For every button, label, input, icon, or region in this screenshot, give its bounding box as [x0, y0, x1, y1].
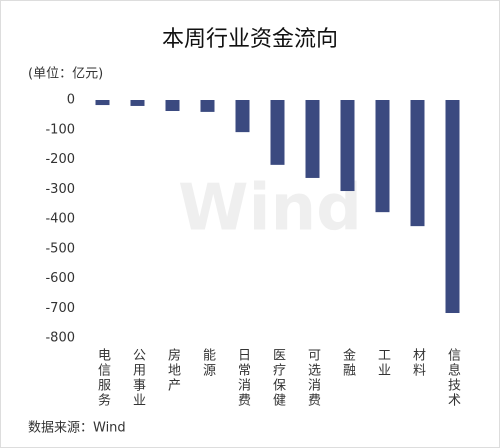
y-tick-label: -500 — [45, 241, 75, 256]
bar — [200, 100, 215, 112]
y-tick-label: -700 — [45, 301, 75, 316]
x-tick-label: 材料 — [410, 348, 426, 378]
x-tick-label: 医疗保健 — [270, 348, 286, 408]
x-tick-label: 金融 — [340, 347, 356, 378]
bar — [410, 100, 425, 227]
x-tick-label: 工业 — [375, 348, 391, 378]
x-tick-label: 信息技术 — [445, 348, 461, 408]
bar — [95, 100, 110, 106]
bar — [130, 100, 145, 106]
x-tick-label: 公用事业 — [130, 348, 146, 408]
bar — [270, 100, 285, 165]
source: 数据来源：Wind — [28, 421, 126, 436]
y-tick-label: 0 — [67, 93, 75, 108]
bar — [340, 100, 355, 192]
unit-label: (单位：亿元) — [28, 67, 103, 82]
bar — [165, 100, 180, 112]
bar — [235, 100, 250, 133]
y-tick-label: -200 — [45, 152, 75, 167]
x-tick-label: 房地产 — [165, 347, 181, 393]
y-tick-label: -300 — [45, 182, 75, 197]
x-tick-label: 日常消费 — [235, 348, 251, 408]
y-tick-label: -600 — [45, 271, 75, 286]
y-tick-label: -100 — [45, 122, 75, 137]
bar — [305, 100, 320, 178]
y-tick-label: -800 — [45, 331, 75, 346]
x-tick-label: 可选消费 — [305, 348, 321, 408]
x-tick-label: 电信服务 — [95, 348, 111, 408]
bar — [375, 100, 390, 213]
y-tick-label: -400 — [45, 212, 75, 227]
chart-title: 本周行业资金流向 — [162, 27, 338, 52]
x-tick-label: 能源 — [200, 348, 216, 378]
watermark: Wind — [178, 172, 362, 246]
bar — [445, 100, 460, 314]
